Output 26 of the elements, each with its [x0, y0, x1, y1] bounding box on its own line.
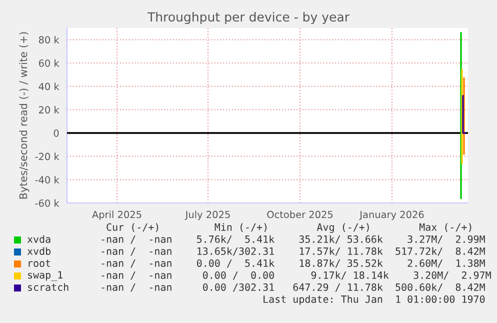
x-tick-label: October 2025 — [267, 210, 333, 218]
legend-label: scratch — [28, 283, 68, 291]
text: -nan / -nan 0.00 / 5.41k 18.87k/ 35.52k 2.60M/ 1.38M — [102, 259, 485, 268]
y-tick-label: -40 k — [35, 176, 60, 184]
y-tick-label: -20 k — [35, 152, 60, 160]
text: -nan / -nan 0.00 /302.31 647.29 / 11.78k 500.60k/ 8.42M — [102, 283, 485, 292]
y-axis-title: Bytes/second read (-) / write (+) — [19, 32, 30, 199]
text: Cur (-/+) Min (-/+) Avg (-/+) Max (-/+) — [106, 223, 472, 233]
chart-title: Throughput per device - by year — [147, 12, 350, 24]
legend-label: root — [28, 260, 50, 267]
y-tick-label: 80 k — [38, 36, 60, 44]
text: -nan / -nan 5.76k/ 5.41k 35.21k/ 53.66k 3.27M/ 2.99M — [102, 235, 485, 244]
x-tick-label: January 2026 — [359, 210, 424, 220]
y-tick-label: 0 — [54, 129, 59, 137]
text: Last update: Thu Jan 1 01:00:00 1970 — [264, 295, 485, 305]
text: -nan / -nan 0.00 / 0.00 9.17k/ 18.14k 3.20M/ 2.97M — [102, 271, 491, 280]
y-tick-label: 20 k — [38, 106, 60, 114]
legend-label: swap_1 — [28, 271, 62, 281]
y-tick-label: 60 k — [38, 59, 60, 67]
y-tick-label: 40 k — [38, 82, 60, 90]
x-tick-label: April 2025 — [92, 210, 142, 220]
text: -nan / -nan 13.65k/302.31 17.57k/ 11.78k 517.72k/ 8.42M — [102, 247, 485, 256]
legend-label: xvdb — [27, 247, 50, 255]
legend-label: xvda — [27, 235, 50, 243]
y-tick-label: -60 k — [35, 199, 60, 207]
x-tick-label: July 2025 — [184, 210, 230, 220]
